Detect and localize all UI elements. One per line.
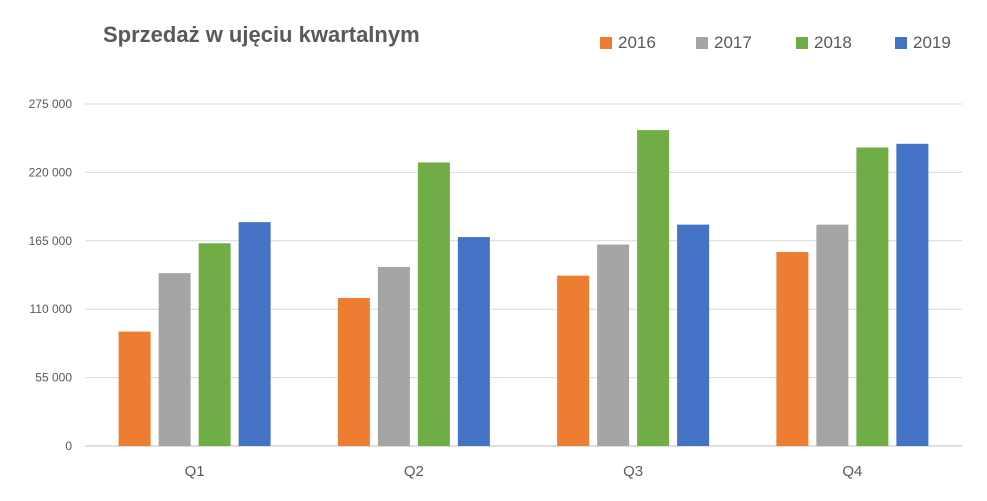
y-tick-label: 165 000: [29, 234, 73, 248]
bar-q4-2019: [896, 143, 929, 446]
legend: 2016 2017 2018 2019: [600, 32, 970, 54]
legend-swatch-2019: [895, 37, 907, 49]
bar-q3-2017: [597, 244, 630, 446]
bar-q3-2016: [557, 275, 590, 446]
bar-q4-2016: [776, 251, 809, 446]
y-tick-label: 275 000: [29, 97, 73, 111]
bar-q2-2019: [457, 237, 490, 446]
y-tick-label: 110 000: [30, 302, 73, 316]
legend-label-2018: 2018: [814, 33, 852, 52]
legend-label-2019: 2019: [913, 33, 951, 52]
chart-title: Sprzedaż w ujęciu kwartalnym: [103, 22, 420, 47]
x-tick-label-q3: Q3: [623, 463, 643, 480]
x-tick-label-q2: Q2: [404, 463, 424, 480]
legend-label-2016: 2016: [618, 33, 656, 52]
legend-swatch-2017: [696, 37, 708, 49]
bar-q2-2017: [377, 266, 410, 446]
x-tick-label-q1: Q1: [185, 463, 205, 480]
legend-item-2017: 2017: [696, 32, 752, 54]
bar-q3-2018: [637, 130, 670, 446]
y-tick-label: 55 000: [35, 371, 72, 385]
bar-q1-2019: [238, 222, 271, 446]
bar-q1-2017: [158, 273, 191, 446]
bar-q2-2016: [337, 298, 370, 446]
x-tick-label-q4: Q4: [842, 463, 862, 480]
legend-label-2017: 2017: [714, 33, 752, 52]
bar-q1-2018: [198, 243, 231, 446]
bar-q4-2017: [816, 224, 849, 446]
legend-item-2019: 2019: [895, 32, 951, 54]
y-tick-label: 220 000: [29, 165, 73, 179]
legend-swatch-2018: [796, 37, 808, 49]
bar-q3-2019: [677, 224, 710, 446]
y-tick-label: 0: [65, 439, 72, 453]
bar-q4-2018: [856, 147, 889, 446]
legend-item-2016: 2016: [600, 32, 656, 54]
bar-q2-2018: [417, 162, 450, 446]
legend-item-2018: 2018: [796, 32, 852, 54]
legend-swatch-2016: [600, 37, 612, 49]
bar-q1-2016: [118, 331, 151, 446]
